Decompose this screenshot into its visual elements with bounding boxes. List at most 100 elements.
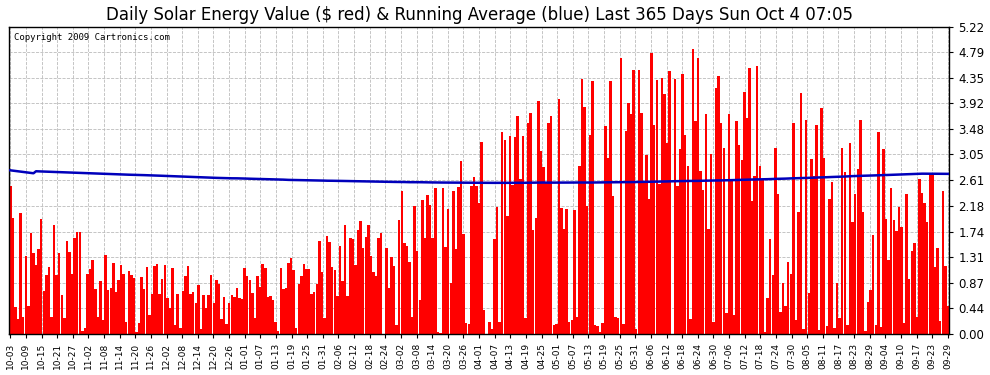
Bar (941, 191, 943, 334)
Bar (609, 81, 612, 334)
Bar (344, 225, 346, 334)
Bar (372, 272, 374, 334)
Bar (84, 328, 86, 334)
Bar (697, 58, 699, 334)
Bar (349, 238, 351, 334)
Bar (239, 298, 241, 334)
Bar (854, 194, 856, 334)
Bar (568, 322, 570, 334)
Bar (517, 116, 519, 334)
Bar (388, 288, 390, 334)
Bar (377, 238, 380, 334)
Bar (848, 143, 851, 334)
Bar (937, 248, 939, 334)
Bar (46, 275, 48, 334)
Bar (120, 265, 123, 334)
Bar (805, 120, 808, 334)
Bar (728, 114, 731, 334)
Bar (604, 126, 607, 334)
Bar (210, 275, 213, 334)
Bar (480, 142, 483, 334)
Bar (679, 148, 681, 334)
Bar (440, 333, 442, 334)
Bar (851, 222, 853, 334)
Bar (194, 303, 197, 334)
Bar (50, 317, 52, 334)
Bar (544, 183, 547, 334)
Bar (63, 318, 65, 334)
Bar (589, 135, 591, 334)
Bar (153, 266, 155, 334)
Bar (329, 242, 331, 334)
Bar (207, 295, 210, 334)
Bar (692, 49, 694, 334)
Bar (390, 257, 393, 334)
Bar (382, 333, 385, 334)
Bar (893, 220, 895, 334)
Bar (939, 321, 941, 334)
Bar (512, 184, 514, 334)
Bar (779, 312, 782, 334)
Bar (128, 271, 130, 334)
Bar (467, 324, 470, 334)
Bar (944, 266, 946, 334)
Bar (913, 243, 916, 334)
Bar (200, 329, 202, 334)
Bar (491, 328, 493, 334)
Bar (478, 203, 480, 334)
Bar (9, 186, 12, 334)
Bar (414, 206, 416, 334)
Bar (202, 295, 205, 334)
Bar (615, 317, 617, 334)
Bar (790, 274, 792, 334)
Bar (398, 220, 401, 334)
Bar (663, 94, 665, 334)
Bar (771, 275, 774, 334)
Bar (509, 136, 511, 334)
Bar (17, 319, 19, 334)
Bar (22, 317, 25, 334)
Bar (872, 236, 874, 334)
Bar (681, 74, 684, 334)
Bar (298, 285, 300, 334)
Bar (97, 317, 99, 334)
Bar (499, 322, 501, 334)
Bar (228, 303, 231, 334)
Bar (158, 294, 161, 334)
Bar (647, 199, 650, 334)
Bar (86, 273, 89, 334)
Bar (725, 313, 728, 334)
Bar (295, 328, 297, 334)
Bar (750, 201, 753, 334)
Bar (650, 53, 652, 334)
Bar (33, 253, 35, 334)
Bar (354, 265, 356, 334)
Bar (133, 279, 136, 334)
Bar (911, 251, 913, 334)
Bar (890, 188, 892, 334)
Bar (318, 241, 321, 334)
Bar (756, 66, 758, 334)
Bar (594, 326, 596, 334)
Bar (205, 308, 207, 334)
Bar (279, 268, 282, 334)
Bar (686, 166, 689, 334)
Bar (660, 78, 663, 334)
Bar (81, 331, 83, 334)
Bar (313, 292, 316, 334)
Bar (555, 324, 557, 334)
Bar (369, 256, 372, 334)
Bar (612, 196, 614, 334)
Bar (720, 123, 723, 334)
Bar (738, 145, 741, 334)
Bar (705, 114, 707, 334)
Text: Copyright 2009 Cartronics.com: Copyright 2009 Cartronics.com (14, 33, 169, 42)
Bar (362, 248, 364, 334)
Bar (136, 332, 138, 334)
Bar (244, 268, 246, 334)
Bar (867, 302, 869, 334)
Bar (48, 267, 50, 334)
Bar (543, 167, 545, 334)
Bar (712, 322, 715, 334)
Bar (846, 325, 848, 334)
